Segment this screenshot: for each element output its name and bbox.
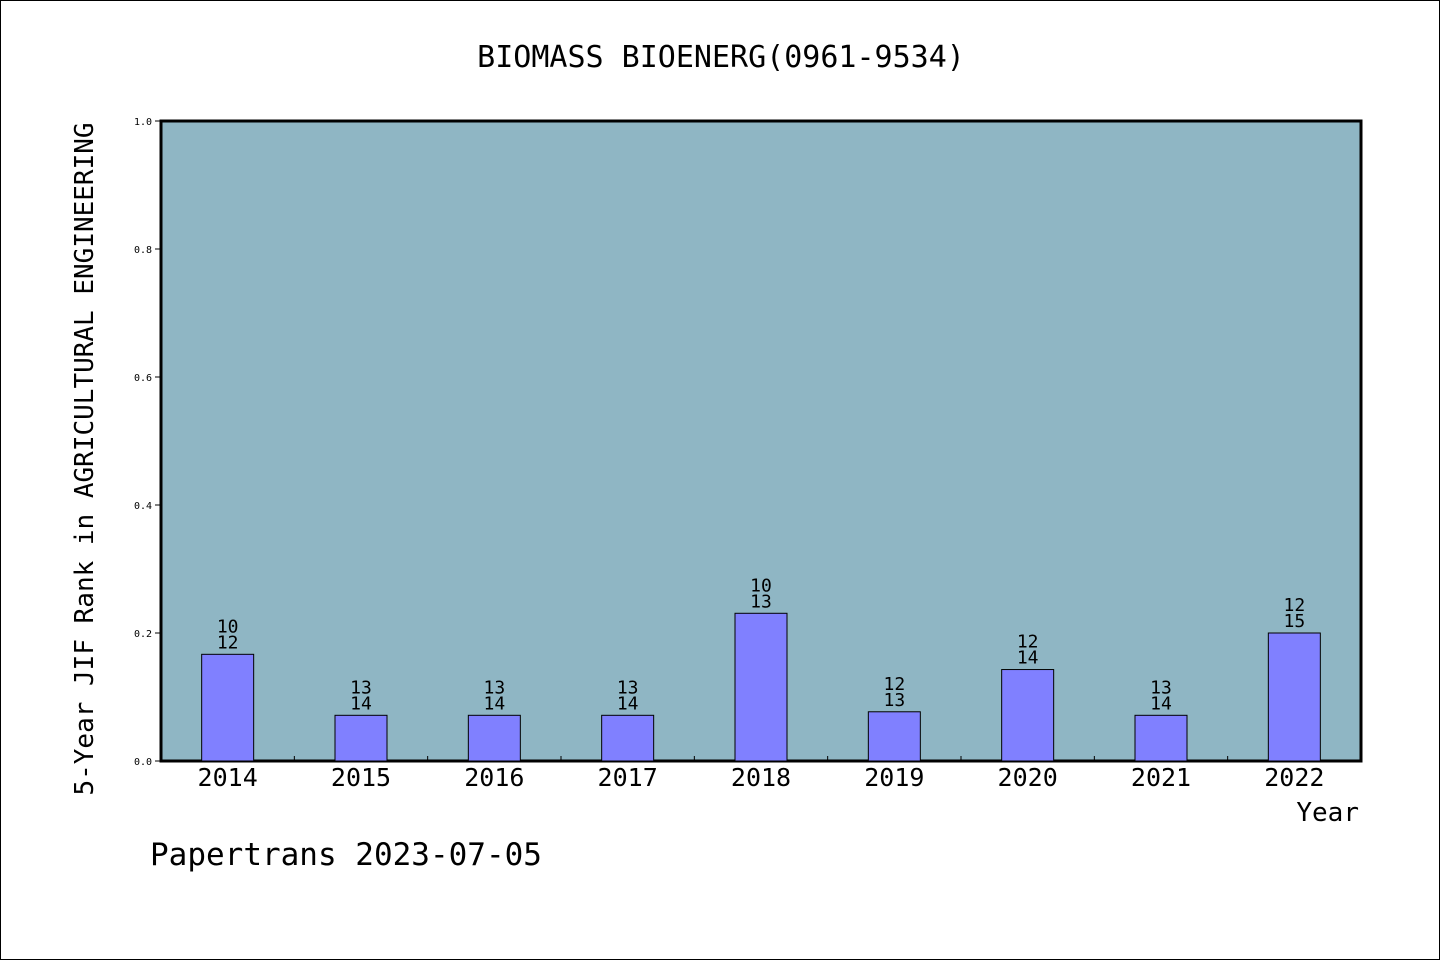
x-tick-label: 2021	[1131, 763, 1191, 792]
bar-total-label: 15	[1283, 611, 1305, 632]
y-tick-label: 0.8	[134, 245, 152, 256]
bar-total-label: 14	[617, 693, 639, 714]
bar-rank-label: 12	[1283, 595, 1305, 616]
y-axis: 0.0 0.2 0.4 0.6 0.8 1.0	[134, 117, 161, 768]
x-tick-label: 2014	[198, 763, 258, 792]
bar-2017	[601, 714, 655, 762]
bar-2014	[201, 653, 255, 762]
bar-total-label: 14	[483, 693, 505, 714]
bar-total-label: 13	[750, 591, 772, 612]
x-axis-label: Year	[1296, 798, 1359, 828]
y-axis-label: 5-Year JIF Rank in AGRICULTURAL ENGINEER…	[70, 122, 100, 795]
bar-rank-label: 10	[217, 616, 239, 637]
chart-title: BIOMASS BIOENERG(0961-9534)	[477, 40, 965, 75]
bar-rank-label: 12	[1017, 632, 1039, 653]
bar-2019	[867, 711, 921, 762]
bar-2015	[334, 714, 388, 762]
bars	[201, 612, 1321, 762]
x-axis: 2014 2015 2016 2017 2018 2019 2020 2021 2022	[198, 756, 1324, 792]
bar-2020	[1001, 669, 1055, 762]
y-tick-label: 0.4	[134, 501, 152, 512]
bar-rank-label: 12	[883, 674, 905, 695]
bar-rank-label: 13	[617, 677, 639, 698]
bar-2021	[1134, 714, 1188, 762]
x-tick-label: 2019	[864, 763, 924, 792]
x-tick-label: 2020	[998, 763, 1058, 792]
x-tick-label: 2015	[331, 763, 391, 792]
bar-2016	[467, 714, 521, 762]
bar-total-label: 13	[883, 690, 905, 711]
bar-rank-label: 13	[1150, 677, 1172, 698]
bar-total-label: 14	[1150, 693, 1172, 714]
bar-rank-label: 13	[350, 677, 372, 698]
y-tick-label: 0.2	[134, 629, 152, 640]
x-tick-label: 2022	[1264, 763, 1324, 792]
x-tick-label: 2018	[731, 763, 791, 792]
bar-rank-label: 13	[483, 677, 505, 698]
bar-total-label: 14	[350, 693, 372, 714]
bar-2018	[734, 612, 788, 762]
y-tick-label: 0.6	[134, 373, 152, 384]
bar-rank-label: 10	[750, 575, 772, 596]
bar-2022	[1267, 632, 1321, 762]
y-tick-label: 1.0	[134, 117, 152, 128]
y-tick-label: 0.0	[134, 757, 152, 768]
footer-credit: Papertrans 2023-07-05	[150, 837, 542, 873]
x-tick-label: 2017	[598, 763, 658, 792]
x-tick-label: 2016	[464, 763, 524, 792]
bar-total-label: 12	[217, 632, 239, 653]
bar-total-label: 14	[1017, 648, 1039, 669]
